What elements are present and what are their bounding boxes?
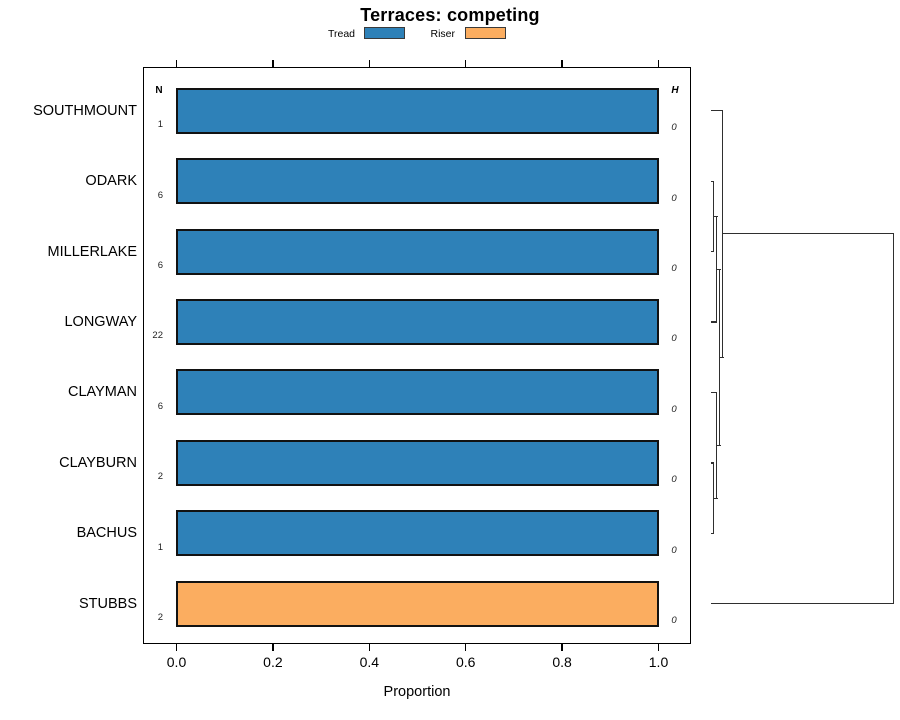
category-label: CLAYBURN <box>59 454 137 471</box>
proportion-bar-tread <box>175 228 659 275</box>
legend-label-tread: Tread <box>327 28 355 40</box>
category-label: STUBBS <box>78 595 137 612</box>
dendrogram-segment <box>713 215 718 218</box>
x-axis-title: Proportion <box>383 684 451 700</box>
x-axis-tick-bottom <box>175 643 178 651</box>
h-value: 0 <box>671 544 677 556</box>
x-axis-tick-label: 0.0 <box>166 654 187 670</box>
n-value: 2 <box>157 612 163 624</box>
dendrogram-segment <box>710 462 714 464</box>
dendrogram-segment <box>719 356 724 358</box>
proportion-bar-tread <box>175 158 659 205</box>
legend-swatch-tread <box>364 27 405 39</box>
category-label: LONGWAY <box>64 313 137 330</box>
n-value: 6 <box>157 189 163 201</box>
proportion-bar-tread <box>175 439 659 486</box>
dendrogram-segment <box>711 110 723 112</box>
legend-label-riser: Riser <box>430 28 455 40</box>
category-label: CLAYMAN <box>67 384 137 401</box>
x-axis-tick-label: 0.8 <box>552 654 572 670</box>
dendrogram-segment <box>712 463 715 534</box>
n-value: 1 <box>157 541 163 553</box>
dendrogram-segment <box>710 391 717 393</box>
x-axis-tick-bottom <box>657 643 660 651</box>
category-label: ODARK <box>85 173 137 190</box>
dendrogram-segment <box>710 321 717 323</box>
x-axis-tick-top <box>561 60 563 67</box>
proportion-bar-tread <box>175 87 659 134</box>
dendrogram-segment <box>892 233 895 605</box>
n-value: 6 <box>157 400 163 412</box>
h-value: 0 <box>671 403 677 415</box>
dendrogram-segment <box>713 497 718 499</box>
x-axis-tick-label: 0.4 <box>359 654 380 670</box>
n-value: 2 <box>157 471 163 483</box>
h-value: 0 <box>671 474 677 486</box>
x-axis-tick-bottom <box>561 643 563 651</box>
h-value: 0 <box>671 263 677 275</box>
proportion-bar-tread <box>175 369 659 416</box>
proportion-bar-tread <box>175 298 659 345</box>
x-axis-tick-top <box>657 60 660 67</box>
dendrogram-segment <box>712 181 715 253</box>
dendrogram-segment <box>710 251 714 253</box>
dendrogram-segment <box>721 110 724 358</box>
dendrogram-segment <box>722 232 894 235</box>
x-axis-tick-label: 1.0 <box>648 654 669 670</box>
dendrogram-segment <box>710 603 894 605</box>
dendrogram-segment <box>716 444 721 446</box>
category-label: SOUTHMOUNT <box>33 102 137 119</box>
h-value: 0 <box>671 333 677 345</box>
n-value: 6 <box>157 260 163 272</box>
x-axis-tick-label: 0.6 <box>455 654 476 670</box>
x-axis-tick-bottom <box>368 643 371 651</box>
proportion-bar-tread <box>175 510 659 557</box>
proportion-bar-riser <box>175 580 659 627</box>
h-value: 0 <box>671 122 677 134</box>
dendrogram-segment <box>716 268 721 270</box>
h-column-header: H <box>671 85 679 96</box>
dendrogram-segment <box>718 269 721 446</box>
x-axis-tick-top <box>175 60 178 67</box>
dendrogram-segment <box>715 392 718 499</box>
category-label: BACHUS <box>76 525 137 542</box>
chart-title: Terraces: competing <box>360 5 540 25</box>
x-axis-tick-top <box>464 60 467 67</box>
dendrogram-segment <box>710 532 714 534</box>
x-axis-tick-label: 0.2 <box>263 654 283 670</box>
n-value: 22 <box>152 330 163 342</box>
dendrogram-segment <box>715 216 718 323</box>
plot-panel-border <box>143 67 691 644</box>
h-value: 0 <box>671 615 677 627</box>
x-axis-tick-top <box>272 60 274 67</box>
legend-swatch-riser <box>465 27 506 39</box>
h-value: 0 <box>671 192 677 204</box>
category-label: MILLERLAKE <box>47 243 137 260</box>
x-axis-tick-bottom <box>272 643 274 651</box>
n-value: 1 <box>157 119 163 131</box>
x-axis-tick-top <box>368 60 371 67</box>
n-column-header: N <box>155 85 163 96</box>
x-axis-tick-bottom <box>464 643 467 651</box>
dendrogram-segment <box>710 180 714 182</box>
